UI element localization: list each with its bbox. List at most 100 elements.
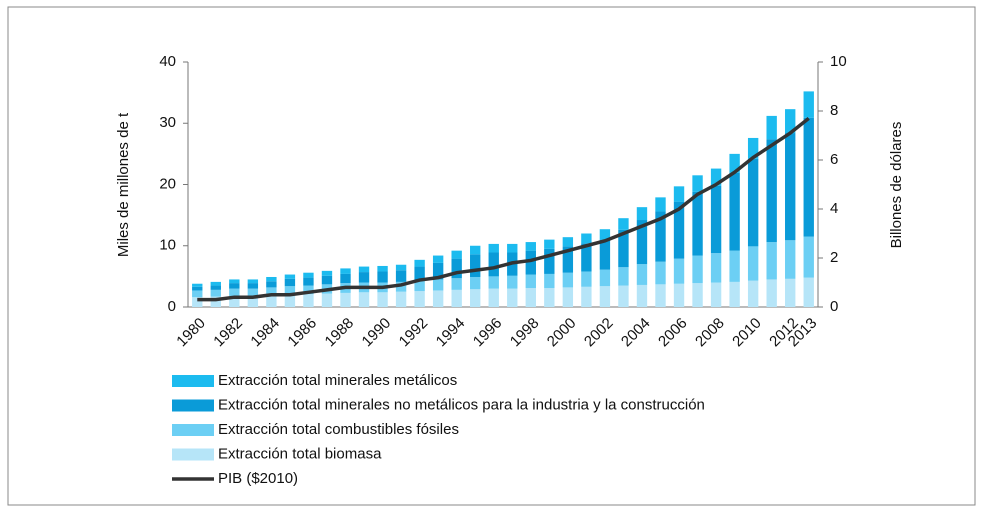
bar xyxy=(210,281,221,286)
legend-label: Extracción total combustibles fósiles xyxy=(218,421,459,438)
y2-tick-label: 4 xyxy=(830,200,838,217)
bar xyxy=(451,278,462,290)
bar xyxy=(692,283,703,307)
bar xyxy=(321,270,333,276)
bar xyxy=(229,295,240,307)
bar xyxy=(432,255,444,263)
bar xyxy=(192,290,203,298)
legend-swatch xyxy=(172,448,214,461)
bar xyxy=(470,254,481,277)
bar xyxy=(321,293,333,307)
y2-tick-label: 8 xyxy=(830,102,838,119)
bar xyxy=(655,197,666,212)
bar xyxy=(229,283,240,289)
bar xyxy=(599,286,611,307)
y-tick-label: 30 xyxy=(159,114,176,131)
bar xyxy=(581,233,592,244)
bar xyxy=(284,278,296,287)
bar xyxy=(488,276,499,289)
bar xyxy=(803,91,814,118)
bar xyxy=(729,250,740,282)
bar xyxy=(451,258,462,279)
bar xyxy=(414,259,425,267)
y-tick-label: 40 xyxy=(159,53,176,70)
bar xyxy=(692,191,703,256)
bar xyxy=(747,280,759,307)
bar xyxy=(747,158,759,247)
bar xyxy=(766,115,777,140)
bar xyxy=(766,279,777,307)
bar xyxy=(210,296,221,307)
bar xyxy=(284,286,296,295)
bar xyxy=(673,201,685,259)
bar xyxy=(803,277,814,307)
bar xyxy=(636,264,648,285)
bar xyxy=(562,272,574,288)
bar xyxy=(266,287,277,296)
legend-label: Extracción total minerales no metálicos … xyxy=(218,396,705,413)
bar xyxy=(655,211,666,262)
bar xyxy=(729,281,740,307)
bar xyxy=(766,139,777,243)
bar xyxy=(581,271,592,287)
bar xyxy=(284,274,296,279)
bar xyxy=(673,186,685,202)
bar xyxy=(470,245,481,255)
bar xyxy=(581,286,592,307)
bar xyxy=(692,255,703,284)
bar xyxy=(266,281,277,288)
bar xyxy=(525,288,536,307)
y-tick-label: 20 xyxy=(159,175,176,192)
bar xyxy=(414,291,425,307)
bar xyxy=(358,272,370,283)
bar xyxy=(229,288,240,296)
bar xyxy=(247,295,259,307)
legend-label: Extracción total biomasa xyxy=(218,445,382,462)
bar xyxy=(544,248,555,274)
bar xyxy=(192,297,203,307)
y2-tick-label: 0 xyxy=(830,298,838,315)
bar xyxy=(747,137,759,159)
bar xyxy=(470,289,481,307)
bar xyxy=(488,288,499,307)
bar xyxy=(562,246,574,273)
bar xyxy=(544,273,555,289)
y-tick-label: 10 xyxy=(159,237,176,254)
bar xyxy=(451,289,462,307)
bar xyxy=(581,243,592,272)
bar xyxy=(636,220,648,265)
bar xyxy=(636,284,648,307)
legend-swatch xyxy=(172,375,214,387)
bar xyxy=(692,175,703,192)
y2-axis-label: Billones de dólares xyxy=(888,122,905,249)
legend-label: PIB ($2010) xyxy=(218,470,298,487)
bar xyxy=(544,288,555,307)
bar xyxy=(377,265,388,272)
bar xyxy=(340,292,351,307)
bar xyxy=(470,276,481,290)
bar xyxy=(618,267,629,286)
bar xyxy=(210,285,221,290)
bar xyxy=(451,250,462,259)
bar xyxy=(710,168,722,186)
legend-swatch xyxy=(172,399,214,412)
bar xyxy=(766,242,777,280)
bar xyxy=(395,270,407,282)
bar xyxy=(599,239,611,270)
bar xyxy=(525,242,536,251)
bar xyxy=(507,275,518,289)
bar xyxy=(229,279,240,284)
y-tick-label: 0 xyxy=(168,298,176,315)
bar xyxy=(803,117,814,237)
y2-tick-label: 10 xyxy=(830,53,847,70)
bar xyxy=(432,279,444,291)
bar xyxy=(785,278,796,307)
bar xyxy=(655,261,666,285)
bar xyxy=(618,285,629,307)
bar xyxy=(785,240,796,279)
bar xyxy=(525,274,536,289)
bar xyxy=(247,279,259,284)
bar xyxy=(673,258,685,284)
bar xyxy=(192,283,203,287)
